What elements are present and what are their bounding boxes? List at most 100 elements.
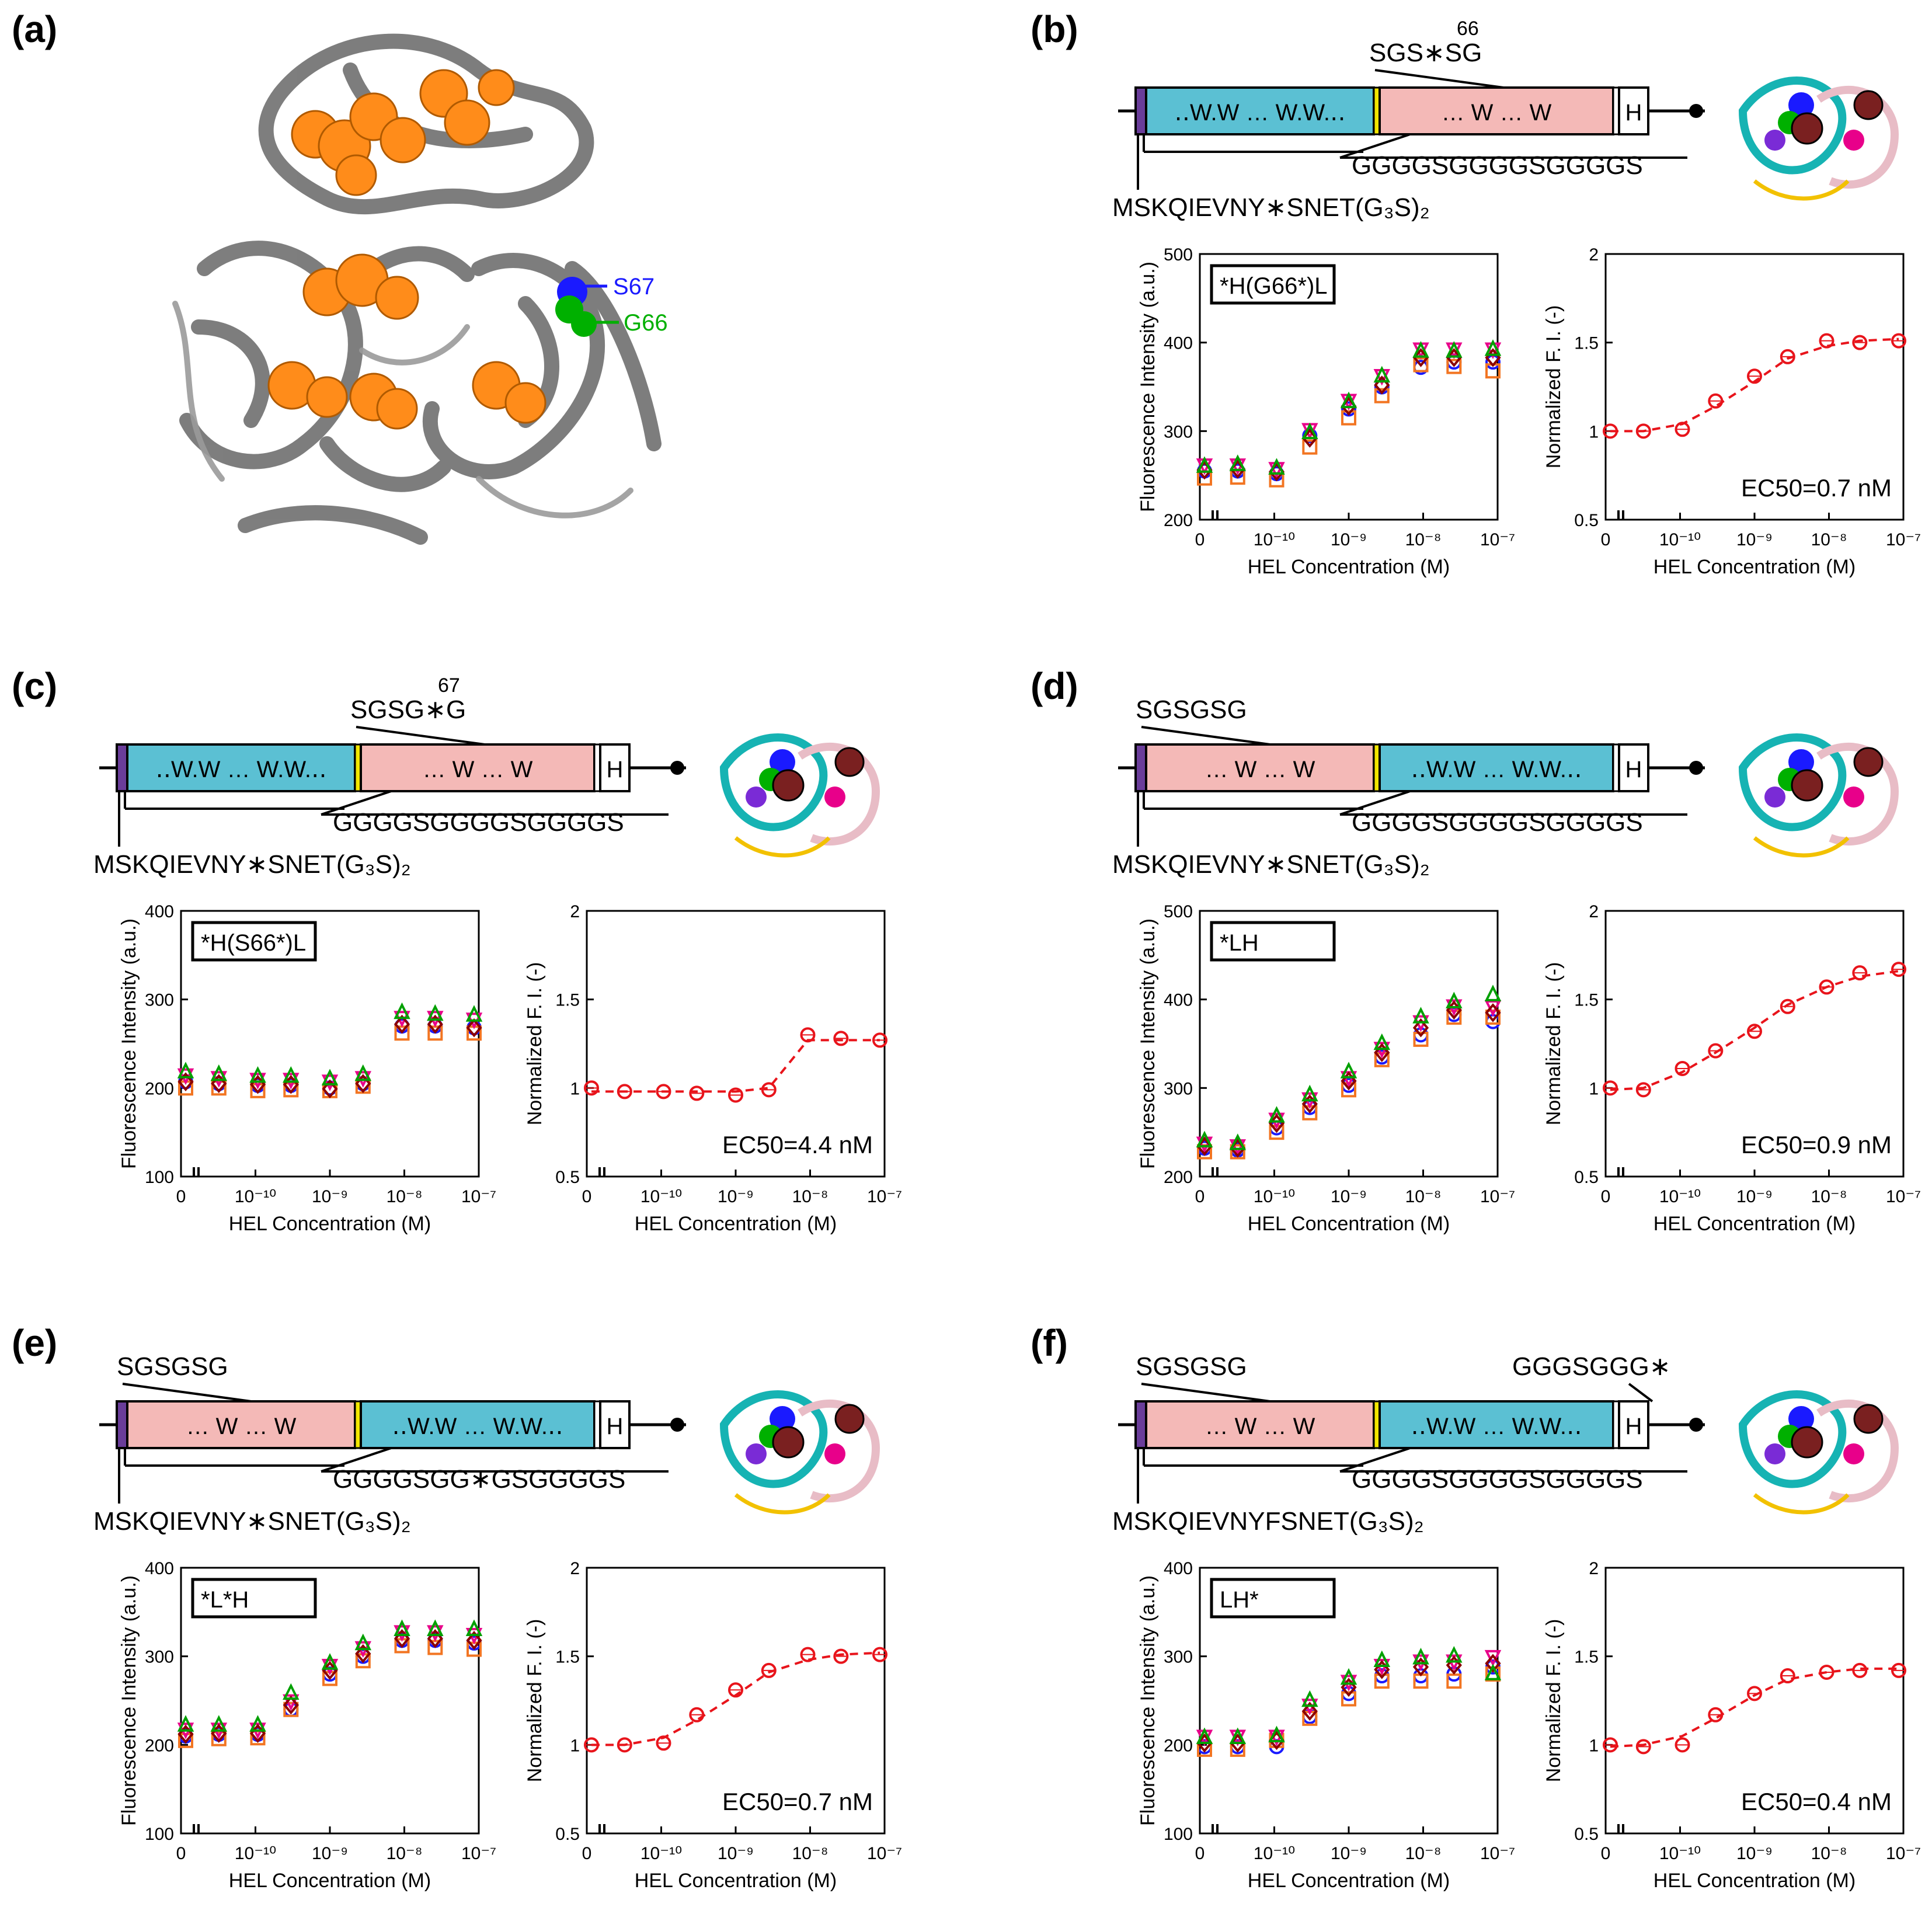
x-axis-label: HEL Concentration (M) [1248,556,1450,578]
data-point [1196,1727,1213,1744]
data-point [427,1619,444,1636]
y-axis-label: Normalized F. I. (-) [524,962,546,1126]
data-point [1675,1060,1690,1076]
x-tick-label: 10⁻⁸ [792,1187,829,1206]
top-sequence-label: SGSGSG [1136,1352,1247,1381]
data-point [1891,333,1906,349]
data-point [1301,1084,1318,1102]
data-point [584,1080,599,1096]
dye-sphere [1791,769,1823,802]
y-tick-label: 2 [1589,245,1599,265]
data-point [1485,1654,1501,1673]
data-point [656,1735,671,1751]
data-point [689,1085,705,1101]
data-point [728,1682,743,1698]
y-tick-label: 100 [145,1825,174,1844]
structure-thumbnail-e [719,1390,880,1515]
residue-number: 66 [1457,18,1479,40]
data-point [394,1619,410,1636]
leader-line [1339,790,1411,816]
y-axis-label: Normalized F. I. (-) [524,1619,546,1783]
x-tick-label: 0 [1195,530,1205,549]
data-point [1301,422,1318,440]
y-tick-label: 2 [570,1559,580,1578]
linker-ribbon [1753,179,1850,201]
data-point [427,1004,444,1021]
x-axis-label: HEL Concentration (M) [1653,556,1856,578]
data-point [1891,962,1906,977]
x-tick-label: 0 [1195,1187,1205,1206]
vh-ribbon [1738,1390,1847,1488]
x-tick-label: 10⁻⁸ [1405,1187,1442,1206]
n-term-sequence-label: MSKQIEVNY∗SNET(G₃S)₂ [1112,850,1430,879]
structure-thumbnail-d [1738,733,1899,858]
data-point [1780,1668,1795,1684]
panel-d: (d) … W … W ‥W.W … W.W.‥ H SGSGSG GGGGSGGGGSG… [1031,665,1921,1235]
domain-vh [1145,86,1375,135]
data-point [1229,454,1247,471]
y-tick-label: 1.5 [555,1648,580,1667]
linker-sequence-label: GGGGSGGGGSGGGGS [333,808,624,837]
top-sequence-label: SGSG∗G [350,695,466,724]
vh-ribbon [719,1390,828,1488]
data-point [761,1082,777,1098]
fluorescence-chart-e: 100 200 300 400 0 10⁻¹⁰ 10⁻⁹ 10⁻⁸ 10⁻⁷ HEL Concen… [118,1559,496,1892]
normalized-chart-d: 0.5 1 1.5 2 0 10⁻¹⁰ 10⁻⁹ 10⁻⁸ 10⁻⁷ HEL Concentrat… [1543,902,1921,1235]
data-point [1446,341,1463,358]
y-axis-label: Normalized F. I. (-) [1543,962,1565,1126]
x-tick-label: 10⁻⁹ [1736,530,1773,549]
data-point [354,1633,372,1651]
residue-sphere [1788,92,1814,118]
structure-thumbnail-c [719,733,880,858]
data-point [1341,410,1356,426]
y-axis-label: Fluorescence Intensity (a.u.) [1137,1575,1159,1826]
x-tick-label: 0 [176,1187,186,1206]
normalized-chart-e: 0.5 1 1.5 2 0 10⁻¹⁰ 10⁻⁹ 10⁻⁸ 10⁻⁷ HEL Concentrat… [524,1559,902,1892]
data-point [211,1731,227,1746]
x-tick-label: 10⁻¹⁰ [640,1187,682,1206]
x-tick-label: 0 [582,1187,592,1206]
x-tick-label: 10⁻¹⁰ [1659,530,1701,549]
data-point [321,1653,339,1670]
data-point [1196,456,1213,473]
fluorescence-chart-c: 100 200 300 400 0 10⁻¹⁰ 10⁻⁹ 10⁻⁸ 10⁻⁷ HEL Concen… [118,902,496,1235]
y-tick-label: 1.5 [1574,1648,1599,1667]
n-term-sequence-label: MSKQIEVNYFSNET(G₃S)₂ [1112,1507,1424,1536]
y-tick-label: 1 [1589,1736,1599,1755]
data-point [1268,1725,1285,1742]
data-point [1412,341,1429,358]
data-point [833,1031,849,1046]
data-point [1374,388,1390,403]
data-point [1446,1645,1463,1663]
data-point [1230,1144,1245,1160]
vh-ribbon [1738,733,1847,831]
domain-vh [1378,743,1614,792]
x-tick-label: 10⁻⁹ [1331,1844,1367,1863]
y-tick-label: 500 [1164,245,1193,265]
normalized-chart-f: 0.5 1 1.5 2 0 10⁻¹⁰ 10⁻⁹ 10⁻⁸ 10⁻⁷ HEL Concentrat… [1543,1559,1921,1892]
data-point [1485,1010,1501,1025]
data-point [1747,1024,1762,1039]
data-point [394,1014,410,1034]
data-point [1374,1052,1390,1067]
construct-tag-box [1210,264,1336,305]
y-tick-label: 100 [1164,1825,1193,1844]
data-point [1780,349,1795,364]
x-tick-label: 10⁻⁸ [387,1187,423,1206]
x-tick-label: 0 [1195,1844,1205,1863]
residue-sphere [1788,1406,1814,1432]
data-point [1301,1690,1318,1707]
vl-ribbon [798,742,880,846]
data-point [250,1083,266,1098]
x-tick-label: 10⁻⁷ [867,1844,902,1863]
data-point [1708,393,1724,409]
domain-label: … W … W [186,1414,297,1439]
n-term-tag [1134,86,1147,135]
data-point [1852,335,1868,350]
x-tick-label: 10⁻⁷ [867,1187,902,1206]
dye-sphere [1853,747,1884,777]
construct-tag-box [1210,1578,1336,1619]
series-3 [1196,1650,1502,1746]
n-term-sequence-label: MSKQIEVNY∗SNET(G₃S)₂ [93,850,411,879]
